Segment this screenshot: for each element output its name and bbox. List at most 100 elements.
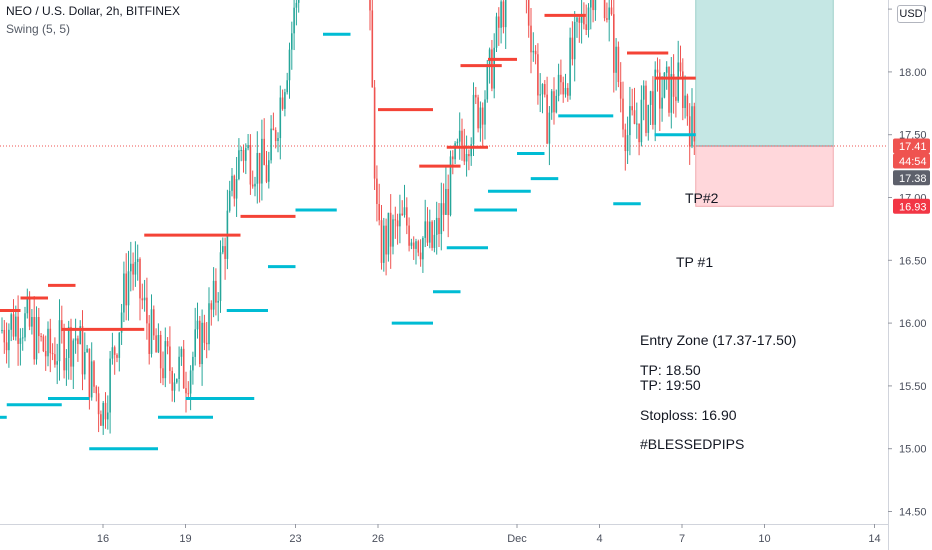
candle-body	[638, 123, 640, 143]
candle-body	[679, 62, 682, 72]
candle-body	[249, 145, 252, 185]
candle-body	[378, 203, 380, 221]
candle-body	[208, 303, 210, 345]
candle-body	[385, 225, 387, 255]
candle-body	[159, 334, 162, 369]
candle-body	[49, 328, 52, 354]
candle-body	[481, 107, 484, 125]
candle-body	[56, 361, 58, 365]
candle-body	[284, 92, 286, 109]
candle-body	[383, 225, 385, 263]
candle-body	[463, 145, 466, 162]
candle-body	[141, 298, 144, 301]
candle-body	[433, 234, 436, 248]
candle-body	[629, 106, 631, 136]
candle-body	[498, 16, 500, 28]
candle-body	[642, 85, 645, 100]
candle-body	[17, 316, 19, 344]
candle-body	[447, 188, 449, 216]
x-tick-label: Dec	[507, 533, 527, 545]
candle-body	[279, 97, 282, 139]
y-tick-label: 16.50	[899, 255, 927, 267]
candle-body	[180, 348, 183, 357]
candle-body	[534, 50, 537, 55]
candle-body	[541, 84, 544, 95]
candle-body	[95, 386, 98, 394]
candle-body	[484, 99, 486, 125]
candle-body	[677, 62, 679, 101]
candle-body	[438, 217, 440, 235]
candle-body	[58, 320, 61, 362]
candle-body	[109, 358, 111, 413]
y-tick-label: 14.50	[899, 507, 927, 519]
candle-body	[70, 326, 72, 367]
candle-body	[592, 0, 594, 11]
candle-body	[442, 203, 445, 215]
candle-body	[116, 354, 118, 358]
symbol-title: NEO / U.S. Dollar, 2h, BITFINEX	[6, 4, 181, 18]
candle-body	[564, 87, 567, 95]
y-tick-label: 16.00	[899, 318, 927, 330]
candle-body	[185, 388, 187, 394]
candle-body	[42, 336, 45, 352]
candle-body	[1, 330, 3, 332]
indicator-legend[interactable]: Swing (5, 5)	[6, 22, 71, 36]
currency-button[interactable]: USD	[897, 5, 925, 23]
candle-body	[125, 273, 127, 306]
candle-body	[28, 298, 31, 327]
candle-body	[649, 91, 652, 105]
candle-body	[203, 322, 206, 343]
candle-body	[631, 106, 633, 111]
candle-body	[295, 2, 298, 8]
candle-body	[118, 332, 121, 358]
annotation-tp1: TP #1	[676, 254, 714, 270]
candle-body	[136, 258, 139, 262]
candle-body	[583, 14, 585, 25]
y-tick-label: 15.00	[899, 444, 927, 456]
candle-body	[182, 348, 185, 389]
badge-stop-bg	[893, 198, 930, 214]
candle-body	[645, 85, 647, 133]
candle-body	[199, 320, 201, 365]
candle-body	[376, 178, 378, 204]
candle-body	[571, 37, 574, 60]
badge-entry-bg	[893, 170, 930, 186]
candle-body	[686, 95, 689, 117]
x-tick-label: 26	[372, 533, 384, 545]
candle-body	[544, 84, 546, 95]
candle-body	[254, 183, 256, 187]
candle-body	[84, 352, 86, 375]
candle-body	[196, 320, 199, 330]
candle-body	[472, 94, 475, 145]
x-tick-label: 7	[679, 533, 685, 545]
candle-body	[72, 340, 75, 367]
candle-body	[10, 314, 12, 330]
candle-body	[26, 298, 29, 314]
candle-body	[606, 18, 608, 20]
candle-body	[654, 69, 656, 125]
candle-body	[578, 17, 581, 23]
x-tick-label: 16	[97, 533, 109, 545]
candle-body	[624, 129, 627, 152]
candle-body	[79, 326, 81, 344]
candle-body	[408, 225, 410, 246]
candle-body	[189, 370, 192, 394]
x-tick-label: 19	[179, 533, 191, 545]
candle-body	[465, 154, 468, 162]
candle-body	[431, 221, 433, 248]
candle-body	[224, 246, 226, 259]
candle-body	[153, 309, 155, 336]
candle-body	[263, 138, 265, 165]
x-tick-label: 10	[758, 533, 770, 545]
stop-zone	[695, 145, 834, 207]
candle-body	[580, 14, 583, 23]
candle-body	[123, 273, 125, 313]
candle-body	[134, 261, 137, 275]
x-tick-label: 4	[596, 533, 602, 545]
candle-body	[176, 378, 178, 383]
candle-body	[613, 14, 615, 73]
candle-body	[77, 338, 79, 344]
candle-body	[530, 25, 532, 53]
